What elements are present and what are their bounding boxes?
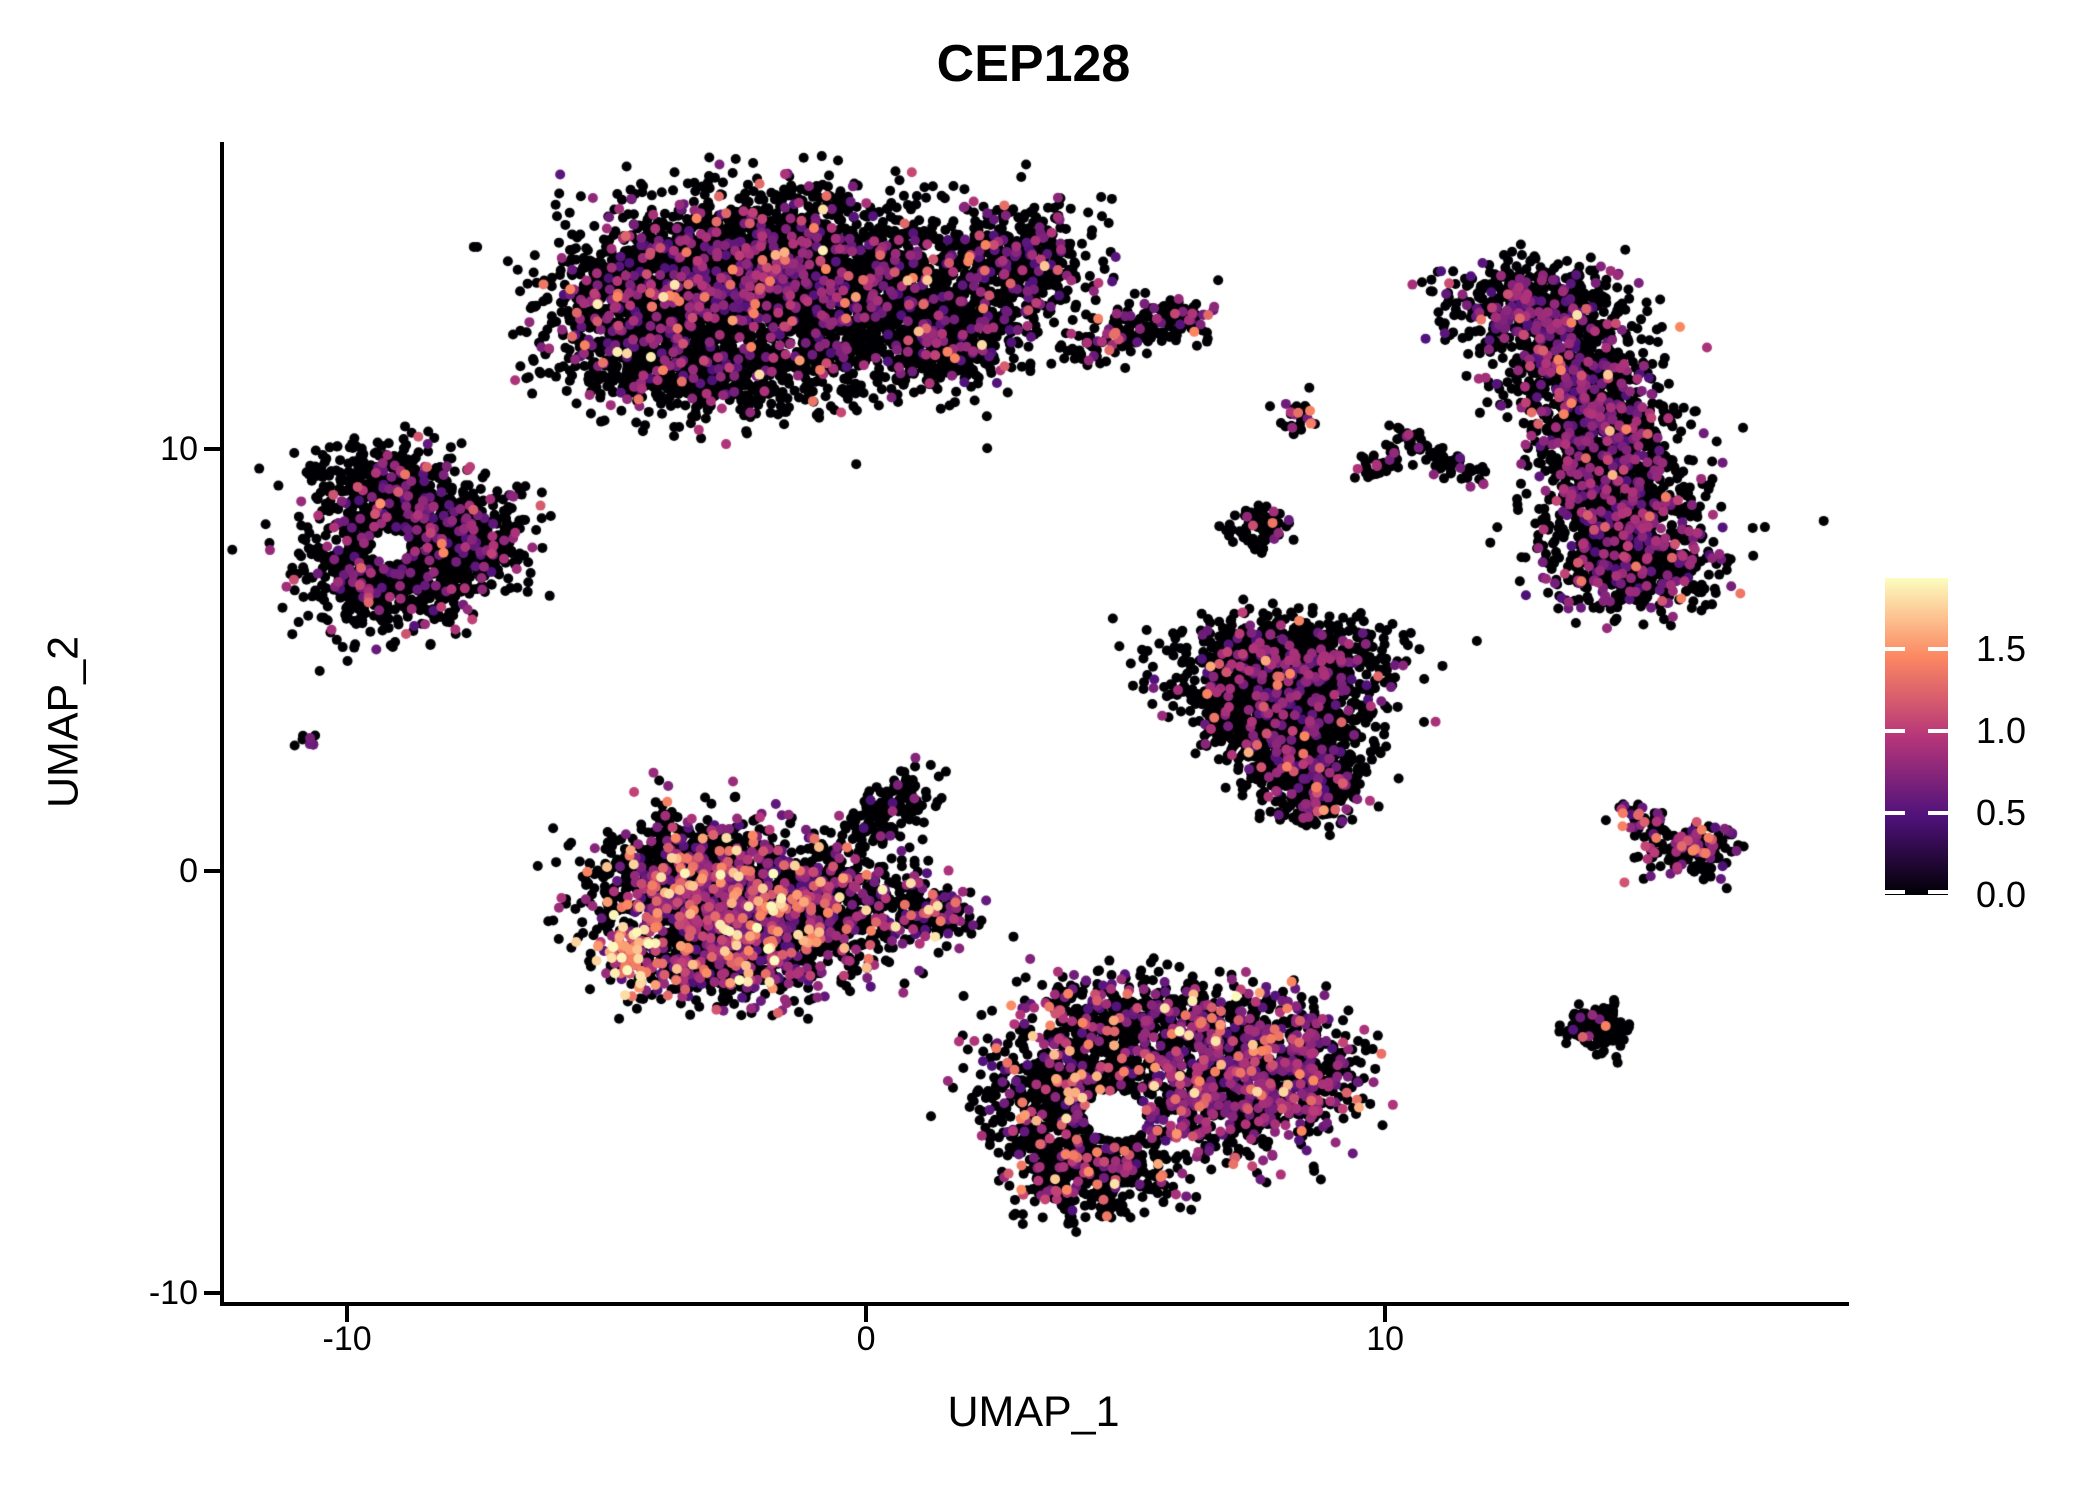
y-tick-label: 0 xyxy=(179,852,198,890)
x-axis-title: UMAP_1 xyxy=(947,1388,1120,1436)
y-tick-mark xyxy=(204,1291,220,1296)
legend-tick-mark xyxy=(1885,728,1905,733)
y-axis-line xyxy=(220,142,224,1306)
x-tick-mark xyxy=(864,1306,869,1322)
legend-tick-mark xyxy=(1885,810,1905,815)
x-tick-label: -10 xyxy=(322,1320,372,1358)
y-tick-mark xyxy=(204,869,220,873)
plot-title: CEP128 xyxy=(936,35,1131,93)
y-tick-label: -10 xyxy=(148,1274,198,1313)
legend-tick-mark xyxy=(1885,890,1905,894)
x-tick-label: 0 xyxy=(856,1320,876,1358)
legend-colorbar xyxy=(1885,578,1948,895)
legend-tick-label: 1.5 xyxy=(1976,627,2027,669)
legend-tick-label: 1.0 xyxy=(1976,709,2027,751)
legend-tick-mark xyxy=(1928,646,1948,651)
legend-tick-mark xyxy=(1928,810,1948,815)
y-tick-label: 10 xyxy=(160,429,198,468)
legend-tick-mark xyxy=(1885,646,1905,651)
y-axis-title: UMAP_2 xyxy=(39,635,88,809)
x-axis-line xyxy=(220,1302,1849,1306)
legend-tick-mark xyxy=(1928,890,1948,894)
legend-tick-mark xyxy=(1928,728,1948,733)
y-tick-mark xyxy=(204,446,220,451)
x-tick-mark xyxy=(1383,1306,1388,1322)
legend-tick-label: 0.5 xyxy=(1976,791,2027,833)
x-tick-label: 10 xyxy=(1366,1320,1405,1358)
x-tick-mark xyxy=(345,1306,350,1322)
legend-tick-label: 0.0 xyxy=(1976,874,2027,915)
